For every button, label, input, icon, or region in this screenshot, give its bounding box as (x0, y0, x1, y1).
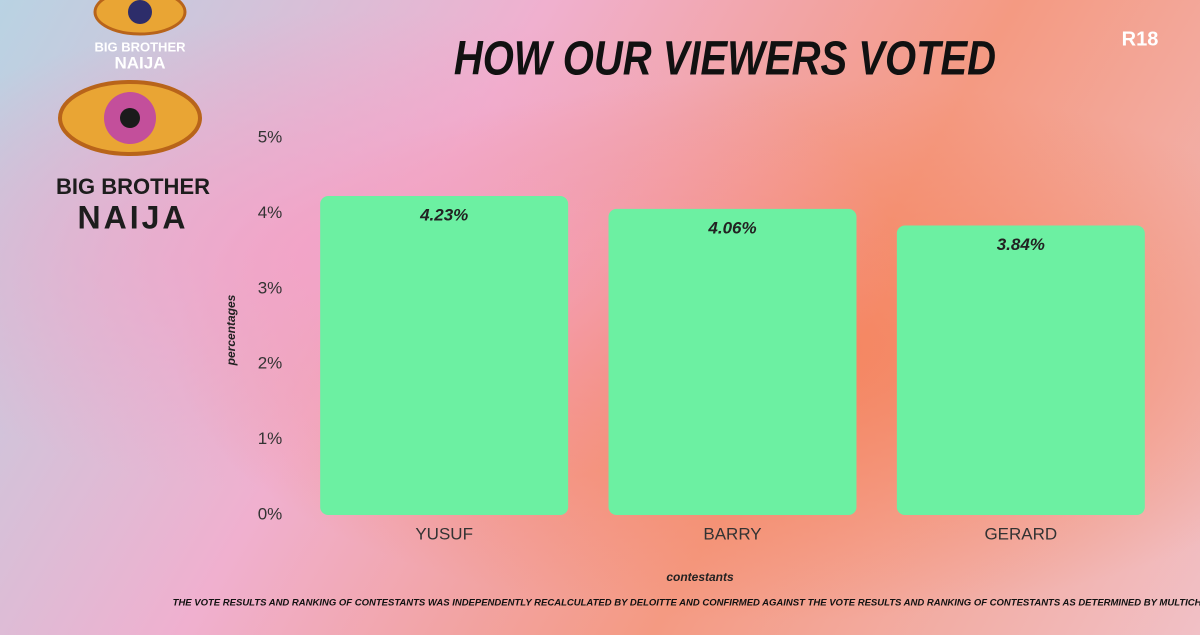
y-tick-label: 1% (258, 429, 283, 448)
bar (608, 208, 857, 515)
value-label: 4.06% (707, 218, 756, 237)
x-tick-label: GERARD (984, 524, 1057, 543)
footnote: THE VOTE RESULTS AND RANKING OF CONTESTA… (173, 598, 1200, 609)
large-logo: BIG BROTHER NAIJA (56, 80, 210, 235)
rating: R18 (1122, 28, 1159, 50)
logo-pupil (120, 108, 140, 128)
x-tick-label: BARRY (703, 524, 761, 543)
chart-title: HOW OUR VIEWERS VOTED (454, 32, 996, 85)
y-axis-label: percentages (224, 294, 238, 366)
y-tick-label: 3% (258, 278, 283, 297)
y-tick-label: 0% (258, 504, 283, 523)
logo-iris (128, 0, 152, 24)
y-tick-label: 4% (258, 203, 283, 222)
logo-text: NAIJA (77, 199, 188, 235)
logo-text: BIG BROTHER (95, 39, 187, 54)
bar (320, 196, 569, 516)
x-axis-label: contestants (666, 570, 734, 584)
x-tick-label: YUSUF (415, 524, 473, 543)
small-logo: BIG BROTHER NAIJA (93, 0, 187, 72)
bar (896, 225, 1145, 516)
logo-text: NAIJA (114, 53, 165, 72)
y-tick-label: 5% (258, 127, 283, 146)
y-tick-label: 2% (258, 354, 283, 373)
logo-text: BIG BROTHER (56, 174, 210, 199)
value-label: 3.84% (997, 235, 1045, 254)
value-label: 4.23% (419, 206, 468, 225)
